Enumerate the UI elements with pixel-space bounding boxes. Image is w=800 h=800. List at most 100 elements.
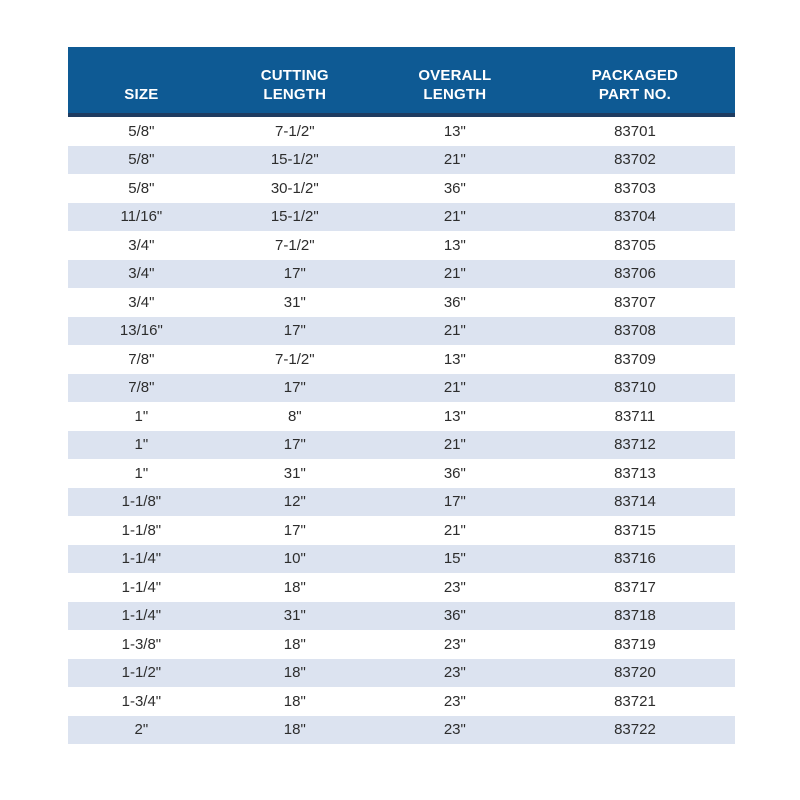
table-row: 1" 8" 13" 83711 [68, 402, 735, 431]
table-cell: 1-1/8" [121, 521, 162, 539]
table-cell: 36" [443, 464, 466, 482]
table-cell: 7-1/2" [275, 236, 315, 254]
header-cell-label: LENGTH [263, 86, 327, 103]
table-cell: 8" [287, 407, 302, 425]
table-cell: 21" [443, 322, 466, 340]
table-cell: 83705 [614, 236, 656, 254]
table-cell: 21" [443, 208, 466, 226]
table-cell: 13/16" [119, 322, 163, 340]
table-cell: 21" [443, 521, 466, 539]
table-cell: 1-1/4" [121, 578, 162, 596]
table-row: 1-3/8" 18" 23" 83719 [68, 630, 735, 659]
table-cell: 1" [134, 464, 149, 482]
header-cell: OVERALL LENGTH [375, 47, 535, 113]
table-cell: 7/8" [128, 379, 155, 397]
table-row: 1-1/4" 31" 36" 83718 [68, 601, 735, 630]
table-row: 3/4" 7-1/2" 13" 83705 [68, 231, 735, 260]
table-row: 5/8" 30-1/2" 36" 83703 [68, 174, 735, 203]
table-cell: 1-1/4" [121, 607, 162, 625]
table-cell: 83721 [614, 692, 656, 710]
table-cell: 17" [283, 436, 306, 454]
table-cell: 83722 [614, 721, 656, 739]
table-cell: 83706 [614, 265, 656, 283]
table-cell: 83712 [614, 436, 656, 454]
table-cell: 5/8" [128, 122, 155, 140]
table-row: 11/16" 15-1/2" 21" 83704 [68, 202, 735, 231]
table-cell: 7-1/2" [275, 122, 315, 140]
spec-table: SIZE CUTTING LENGTH OVERALL LENGTH PACKAGED PA… [68, 47, 735, 744]
header-cell: PACKAGED PART NO. [535, 47, 735, 113]
table-cell: 15" [443, 550, 466, 568]
table-cell: 15-1/2" [270, 208, 319, 226]
header-cell: CUTTING LENGTH [215, 47, 375, 113]
table-cell: 23" [443, 664, 466, 682]
table-cell: 17" [283, 265, 306, 283]
table-cell: 3/4" [128, 265, 155, 283]
table-cell: 83720 [614, 664, 656, 682]
table-row: 3/4" 31" 36" 83707 [68, 288, 735, 317]
table-cell: 21" [443, 436, 466, 454]
table-cell: 83715 [614, 521, 656, 539]
table-cell: 13" [443, 350, 466, 368]
table-cell: 83703 [614, 179, 656, 197]
header-cell-label: PACKAGED [591, 67, 679, 84]
table-cell: 1" [134, 436, 149, 454]
table-cell: 23" [443, 692, 466, 710]
header-cell-label: LENGTH [423, 86, 487, 103]
table-cell: 12" [283, 493, 306, 511]
table-cell: 83717 [614, 578, 656, 596]
table-cell: 10" [283, 550, 306, 568]
table-row: 1-1/8" 17" 21" 83715 [68, 516, 735, 545]
table-row: 1-1/4" 18" 23" 83717 [68, 573, 735, 602]
table-cell: 30-1/2" [270, 179, 319, 197]
table-cell: 15-1/2" [270, 151, 319, 169]
table-cell: 13" [443, 407, 466, 425]
table-row: 1-1/8" 12" 17" 83714 [68, 487, 735, 516]
table-cell: 7-1/2" [275, 350, 315, 368]
header-cell-label: SIZE [124, 86, 159, 103]
table-row: 5/8" 15-1/2" 21" 83702 [68, 145, 735, 174]
table-cell: 3/4" [128, 236, 155, 254]
table-cell: 13" [443, 122, 466, 140]
table-cell: 31" [283, 293, 306, 311]
table-cell: 23" [443, 635, 466, 653]
table-cell: 83710 [614, 379, 656, 397]
table-row: 13/16" 17" 21" 83708 [68, 316, 735, 345]
table-cell: 36" [443, 607, 466, 625]
table-cell: 21" [443, 265, 466, 283]
table-cell: 17" [283, 521, 306, 539]
table-row: 5/8" 7-1/2" 13" 83701 [68, 117, 735, 146]
table-cell: 1" [134, 407, 149, 425]
table-cell: 31" [283, 464, 306, 482]
table-cell: 11/16" [120, 208, 163, 226]
header-cell-label: OVERALL [418, 67, 492, 84]
table-cell: 1-3/4" [121, 692, 162, 710]
table-cell: 5/8" [128, 151, 155, 169]
table-cell: 21" [443, 151, 466, 169]
table-cell: 83701 [614, 122, 656, 140]
table-cell: 18" [283, 692, 306, 710]
table-cell: 13" [443, 236, 466, 254]
table-cell: 83719 [614, 635, 656, 653]
table-cell: 23" [443, 578, 466, 596]
table-row: 2" 18" 23" 83722 [68, 715, 735, 744]
table-cell: 83708 [614, 322, 656, 340]
table-row: 1-1/2" 18" 23" 83720 [68, 658, 735, 687]
table-cell: 83707 [614, 293, 656, 311]
table-cell: 83713 [614, 464, 656, 482]
table-cell: 36" [443, 293, 466, 311]
table-header-row: SIZE CUTTING LENGTH OVERALL LENGTH PACKAGED PA… [68, 47, 735, 117]
table-cell: 17" [443, 493, 466, 511]
table-row: 1-3/4" 18" 23" 83721 [68, 687, 735, 716]
table-cell: 83711 [614, 407, 656, 425]
table-cell: 83702 [614, 151, 656, 169]
table-cell: 31" [283, 607, 306, 625]
header-cell-label: PART NO. [598, 86, 672, 103]
table-cell: 1-1/4" [121, 550, 162, 568]
table-row: 1" 31" 36" 83713 [68, 459, 735, 488]
table-cell: 17" [283, 322, 306, 340]
table-row: 1-1/4" 10" 15" 83716 [68, 544, 735, 573]
table-cell: 7/8" [128, 350, 155, 368]
table-cell: 18" [283, 721, 306, 739]
